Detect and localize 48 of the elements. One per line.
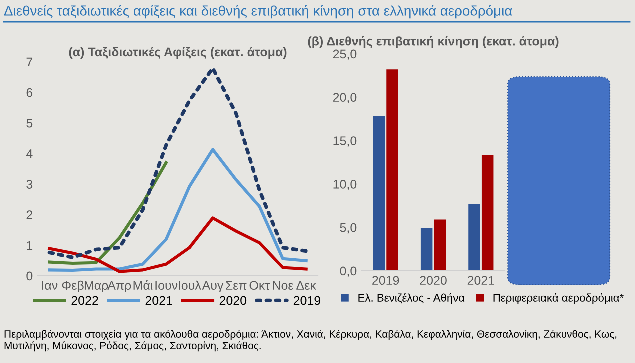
x-tick-label: Μάι (134, 280, 153, 290)
y-tick-label: 15,0 (334, 136, 357, 147)
x-tick-label: Σεπ (226, 281, 247, 290)
legend-label: 2021 (146, 296, 172, 306)
chart-title: (α) Ταξιδιωτικές Αφίξεις (εκατ. άτομα) (69, 47, 287, 60)
bar (434, 220, 446, 271)
text: Διεθνείς ταξιδιωτικές αφίξεις και διεθνής επιβατική κίνηση στα ελληνικά αεροδρόμια (4, 5, 512, 19)
legend-label: 2020 (220, 296, 247, 306)
x-tick-label: Οκτ (250, 281, 270, 290)
y-tick-label: 10,0 (334, 180, 357, 190)
x-tick-label: Ιαν (42, 281, 58, 290)
x-tick-label: Μαρ (84, 281, 108, 293)
x-tick-label: Αυγ (202, 281, 224, 293)
x-tick-label: Ιουν (156, 281, 178, 290)
legend-label: Περιφερειακά αεροδρόμια* (494, 293, 624, 304)
bar (468, 204, 480, 271)
y-tick-label: 7 (26, 58, 33, 67)
bar (482, 156, 494, 271)
x-tick-label: Απρ (108, 281, 132, 293)
x-tick-label: Ιουλ (179, 280, 202, 290)
x-tick-label: 2020 (420, 276, 447, 286)
line-series (48, 216, 308, 274)
x-tick-label: 2021 (468, 276, 494, 286)
legend-label: 2019 (294, 296, 321, 306)
y-tick-label: 4 (26, 150, 33, 158)
legend-label: 2022 (72, 296, 98, 306)
bar (386, 70, 398, 271)
legend-label: Ελ. Βενιζέλος - Αθήνα (358, 293, 465, 304)
y-tick-label: 20,0 (333, 93, 357, 104)
bar (373, 116, 386, 271)
x-tick-label: 2019 (372, 276, 400, 286)
line-series (48, 66, 308, 260)
y-tick-label: 25,0 (333, 50, 357, 60)
bar (420, 228, 433, 271)
y-tick-label: 0,0 (340, 266, 357, 278)
line-series (48, 148, 308, 272)
x-tick-label: Φεβ (62, 280, 84, 293)
x-tick-label: Δεκ (296, 281, 316, 290)
chart-title: (β) Διεθνής επιβατική κίνηση (εκατ. άτομα) (308, 36, 559, 48)
y-tick-label: 5 (26, 119, 33, 128)
text: Περιλαμβάνονται στοιχεία για τα ακόλουθα αεροδρόμια: Άκτιον, Χανιά, Κέρκυρα, Καβάλα, Κεφαλληνία, Θεσσαλονίκη, Ζάκυνθος, Κως, Μυτιλήνη, Μύκονος, Ρόδος, Σάμος, Σαντορίνη, Σκιάθος. (4, 330, 617, 352)
y-tick-label: 2 (26, 210, 33, 220)
y-tick-label: 3 (26, 180, 33, 189)
y-tick-label: 5,0 (340, 223, 357, 234)
y-tick-label: 1 (27, 241, 33, 250)
y-tick-label: 0 (26, 272, 33, 281)
y-tick-label: 6 (26, 88, 33, 98)
x-tick-label: Νοε (273, 281, 294, 290)
